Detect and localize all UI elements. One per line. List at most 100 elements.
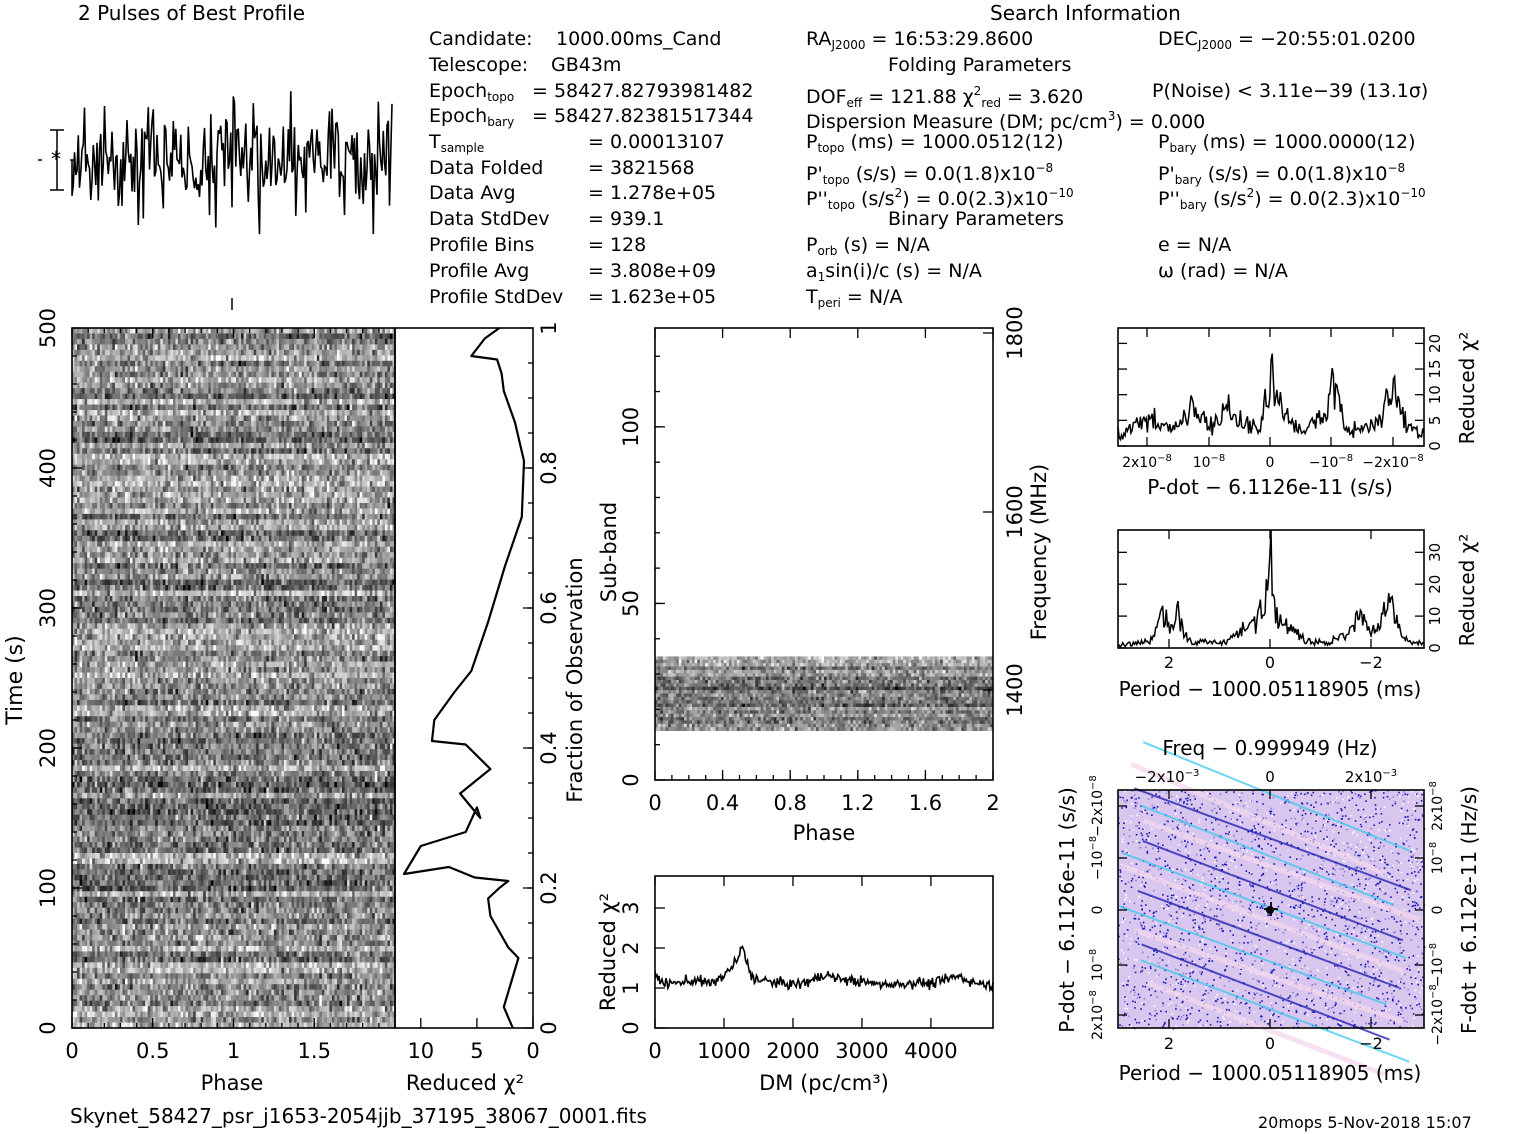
timephase-cell [87, 530, 90, 536]
timephase-cell [160, 503, 163, 509]
timephase-cell [193, 339, 196, 345]
timephase-cell [307, 492, 310, 498]
timephase-cell [213, 454, 216, 460]
timephase-cell [377, 394, 380, 400]
timephase-cell [82, 498, 85, 504]
timephase-cell [266, 459, 269, 465]
timephase-cell [286, 383, 289, 389]
timephase-cell [377, 383, 380, 389]
timephase-cell [302, 328, 305, 334]
timephase-cell [107, 361, 110, 367]
timephase-cell [201, 498, 204, 504]
timephase-cell [105, 465, 108, 471]
timephase-cell [365, 328, 368, 334]
timephase-cell [208, 481, 211, 487]
timephase-cell [256, 394, 259, 400]
timephase-cell [355, 470, 358, 476]
timephase-cell [226, 344, 229, 350]
timephase-cell [140, 388, 143, 394]
timephase-cell [261, 366, 264, 372]
timephase-cell [77, 426, 80, 432]
timephase-cell [375, 399, 378, 405]
timephase-cell [133, 519, 136, 525]
timephase-cell [153, 492, 156, 498]
timephase-cell [367, 394, 370, 400]
timephase-cell [309, 487, 312, 493]
timephase-cell [85, 487, 88, 493]
timephase-cell [279, 514, 282, 520]
timephase-cell [365, 350, 368, 356]
timephase-cell [309, 377, 312, 383]
timephase-cell [168, 470, 171, 476]
timephase-cell [264, 481, 267, 487]
timephase-cell [236, 426, 239, 432]
timephase-cell [198, 421, 201, 427]
timephase-cell [244, 476, 247, 482]
timephase-cell [140, 366, 143, 372]
timephase-cell [387, 394, 390, 400]
timephase-cell [241, 383, 244, 389]
timephase-cell [307, 328, 310, 334]
timephase-cell [170, 476, 173, 482]
timephase-cell [92, 328, 95, 334]
timephase-cell [286, 388, 289, 394]
timephase-cell [201, 377, 204, 383]
timephase-cell [322, 481, 325, 487]
timephase-cell [160, 481, 163, 487]
timephase-cell [312, 377, 315, 383]
timephase-cell [302, 465, 305, 471]
timephase-cell [120, 465, 123, 471]
timephase-cell [228, 361, 231, 367]
timephase-cell [292, 339, 295, 345]
timephase-cell [279, 459, 282, 465]
timephase-cell [218, 437, 221, 443]
timephase-cell [339, 519, 342, 525]
timephase-cell [133, 481, 136, 487]
timephase-cell [259, 366, 262, 372]
timephase-cell [304, 487, 307, 493]
timephase-cell [256, 437, 259, 443]
timephase-cell [140, 383, 143, 389]
timephase-cell [90, 333, 93, 339]
timephase-cell [160, 514, 163, 520]
timephase-cell [181, 333, 184, 339]
timephase-cell [186, 487, 189, 493]
timephase-cell [337, 416, 340, 422]
timephase-cell [370, 388, 373, 394]
timephase-cell [95, 333, 98, 339]
timephase-cell [213, 355, 216, 361]
timephase-cell [128, 470, 131, 476]
timephase-cell [357, 328, 360, 334]
timephase-cell [251, 366, 254, 372]
timephase-cell [178, 344, 181, 350]
timephase-cell [377, 481, 380, 487]
timephase-cell [269, 492, 272, 498]
timephase-cell [183, 470, 186, 476]
timephase-cell [334, 361, 337, 367]
timephase-cell [380, 536, 383, 542]
timephase-cell [211, 366, 214, 372]
timephase-cell [297, 503, 300, 509]
timephase-cell [365, 481, 368, 487]
timephase-cell [102, 443, 105, 449]
timephase-cell [145, 454, 148, 460]
timephase-cell [302, 399, 305, 405]
timephase-cell [181, 426, 184, 432]
timephase-cell [234, 344, 237, 350]
timephase-cell [387, 405, 390, 411]
timephase-cell [355, 519, 358, 525]
timephase-cell [110, 366, 113, 372]
timephase-cell [92, 519, 95, 525]
timephase-cell [130, 416, 133, 422]
timephase-cell [329, 416, 332, 422]
timephase-cell [231, 487, 234, 493]
timephase-cell [312, 388, 315, 394]
timephase-cell [115, 476, 118, 482]
timephase-cell [102, 487, 105, 493]
timephase-cell [327, 454, 330, 460]
timephase-cell [198, 405, 201, 411]
timephase-cell [138, 465, 141, 471]
timephase-cell [251, 519, 254, 525]
timephase-cell [140, 339, 143, 345]
timephase-cell [266, 328, 269, 334]
